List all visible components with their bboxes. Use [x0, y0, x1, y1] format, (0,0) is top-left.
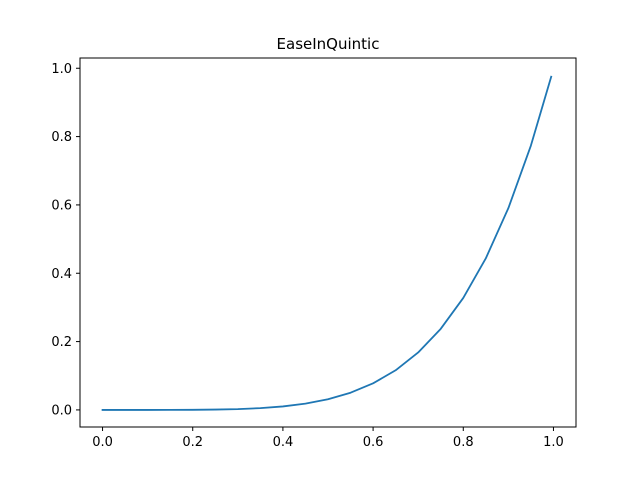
x-tick-label: 0.2 [182, 435, 203, 450]
y-tick-label: 0.8 [51, 130, 72, 145]
x-tick-label: 0.4 [273, 435, 294, 450]
y-tick-label: 0.6 [51, 198, 72, 213]
series-line-0 [101, 75, 553, 411]
x-tick-label: 0.8 [453, 435, 474, 450]
x-tick-label: 1.0 [543, 435, 564, 450]
y-tick-label: 0.0 [51, 403, 72, 418]
axes: 0.0 0.2 0.4 0.6 0.8 1.0 0.0 0.2 0.4 0.6 0.8 1.0 [51, 57, 577, 450]
y-tick-label: 1.0 [51, 62, 72, 77]
chart-title: EaseInQuintic [277, 35, 380, 53]
x-tick-label: 0.0 [92, 435, 113, 450]
axes-frame [79, 57, 577, 428]
plot-area [101, 75, 553, 411]
y-tick-label: 0.4 [51, 267, 72, 282]
x-tick-label: 0.6 [363, 435, 384, 450]
y-tick-label: 0.2 [51, 335, 72, 350]
